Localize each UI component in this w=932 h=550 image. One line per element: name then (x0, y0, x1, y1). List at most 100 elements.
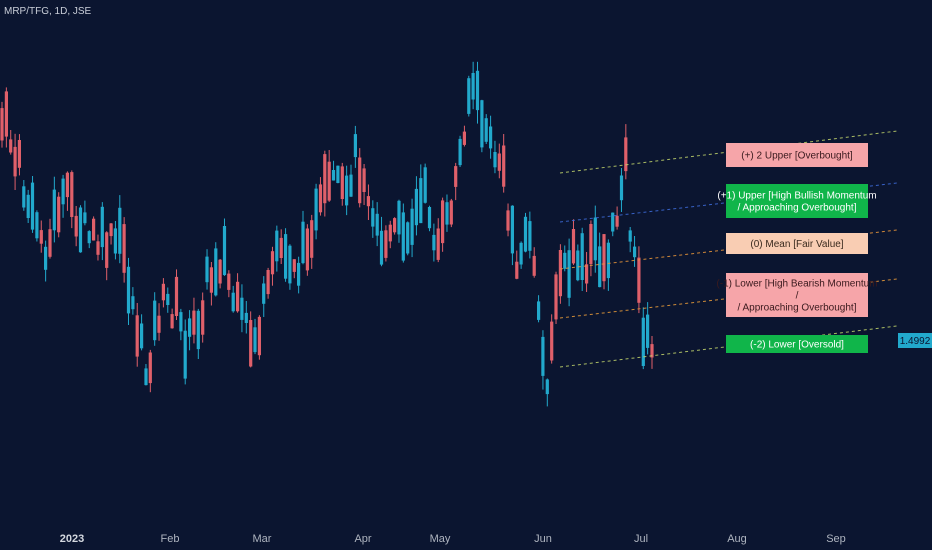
candle-body (140, 323, 144, 349)
candle-body (493, 152, 497, 168)
candle-body (126, 266, 131, 314)
candle-body (288, 245, 292, 284)
candle-body (170, 314, 174, 329)
zone-label-upper2: (+) 2 Upper [Overbought] (726, 143, 868, 167)
candle-body (218, 259, 222, 284)
zone-labels-layer: (+) 2 Upper [Overbought] (+1) Upper [High… (716, 143, 878, 353)
candle-body (192, 310, 196, 335)
candle-body (61, 178, 65, 205)
candle-body (253, 327, 257, 353)
candle-body (523, 216, 528, 252)
candle-body (323, 154, 327, 204)
candle-body (637, 257, 641, 303)
candle-body (458, 138, 462, 166)
candle-body (87, 231, 91, 244)
zone-box-lower1 (726, 273, 868, 317)
candle-body (179, 312, 183, 332)
candle-body (401, 212, 405, 261)
candle-body (39, 230, 43, 244)
candle-body (532, 255, 536, 276)
zone-label-mean: (0) Mean [Fair Value] (726, 233, 868, 254)
candle-body (122, 224, 126, 273)
candle-body (340, 166, 344, 199)
candle-body (196, 310, 200, 350)
candle-body (624, 137, 628, 172)
zone-label-upper1: (+1) Upper [High Bullish Momentum/ Appro… (717, 184, 877, 218)
candle-body (314, 188, 318, 231)
candle-body (262, 283, 266, 304)
candle-body (576, 250, 580, 281)
zone-text-upper1: / Approaching Overbought] (738, 203, 857, 214)
candle-body (375, 213, 379, 236)
zone-text-lower1: / (796, 291, 799, 302)
candle-body (427, 207, 432, 229)
candle-body (571, 229, 576, 264)
candle-body (188, 318, 192, 337)
candle-body (222, 226, 227, 276)
candle-body (183, 330, 187, 379)
candle-body (161, 283, 165, 301)
zone-text-lower2: (-2) Lower [Oversold] (750, 340, 844, 351)
candle-body (541, 336, 545, 376)
candle-body (362, 168, 366, 192)
candle-body (397, 200, 401, 235)
candle-body (611, 212, 615, 232)
candle-body (449, 200, 453, 225)
candle-body (301, 221, 305, 264)
zone-box-upper1 (726, 184, 868, 218)
candle-body (35, 212, 39, 239)
candle-body (567, 250, 571, 298)
candle-body (305, 228, 309, 271)
candle-body (279, 237, 283, 258)
candle-body (471, 73, 475, 100)
candle-body (606, 242, 610, 279)
candle-body (48, 229, 52, 257)
candle-body (506, 210, 510, 231)
candle-body (310, 220, 314, 258)
candle-body (70, 172, 74, 217)
candle-body (131, 296, 135, 310)
candle-body (135, 315, 139, 357)
candle-body (65, 172, 69, 198)
candle-body (585, 264, 589, 284)
candle-body (201, 300, 205, 335)
zone-label-lower1: (-1) Lower [High Bearish Momentum// Appr… (716, 273, 878, 317)
candle-body (423, 167, 427, 203)
candle-body (414, 188, 418, 226)
candle-body (249, 320, 253, 367)
zone-label-lower2: (-2) Lower [Oversold] (726, 335, 868, 353)
zone-text-lower1: (-1) Lower [High Bearish Momentum (716, 279, 877, 290)
candle-body (209, 267, 213, 293)
candle-body (57, 196, 61, 233)
candle-body (118, 207, 122, 254)
candle-body (336, 165, 340, 183)
candle-body (231, 292, 235, 312)
zone-text-lower1: / Approaching Overbought] (738, 303, 857, 314)
candle-body (292, 259, 296, 272)
candle-body (510, 205, 514, 254)
candle-body (489, 126, 493, 149)
candle-body (345, 175, 349, 206)
candle-body (96, 241, 100, 255)
x-tick-label: Sep (826, 533, 846, 545)
candle-body (22, 186, 26, 208)
candle-body (52, 189, 56, 231)
candle-body (83, 212, 87, 224)
time-axis: 2023 Feb Mar Apr May Jun Jul Aug Sep (60, 533, 846, 545)
candle-body (519, 242, 523, 265)
candle-body (157, 315, 161, 333)
candle-body (497, 153, 501, 171)
candle-body (432, 234, 436, 251)
candle-body (641, 317, 645, 366)
candle-body (240, 297, 244, 320)
candle-body (554, 274, 558, 320)
candle-body (9, 139, 13, 153)
candle-body (580, 233, 584, 280)
candle-body (393, 218, 397, 233)
x-tick-label: May (430, 533, 451, 545)
candle-body (410, 208, 414, 245)
candle-body (650, 344, 654, 358)
candle-body (358, 157, 362, 204)
